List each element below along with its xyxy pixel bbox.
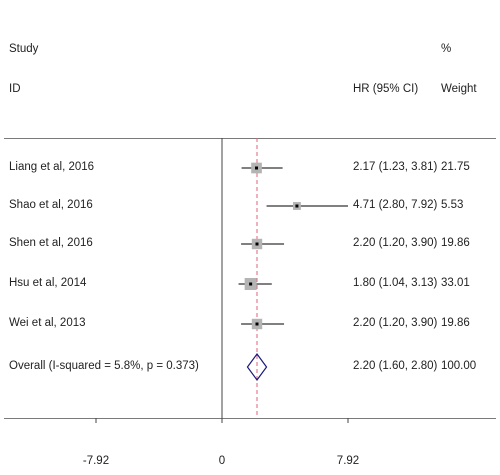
hr-ci-value: 2.17 (1.23, 3.81) bbox=[353, 161, 438, 173]
hr-ci-value: 1.80 (1.04, 3.13) bbox=[353, 277, 438, 289]
study-column-header: Study bbox=[9, 43, 39, 55]
weight-column-header: Weight bbox=[441, 83, 477, 95]
percent-column-header: % bbox=[441, 43, 452, 55]
header-divider bbox=[4, 138, 496, 139]
hr-ci-value: 2.20 (1.20, 3.90) bbox=[353, 317, 438, 329]
point-estimate bbox=[249, 282, 253, 286]
hr-ci-value: 4.71 (2.80, 7.92) bbox=[353, 199, 438, 211]
overall-diamond bbox=[246, 352, 268, 382]
overall-hr-ci-value: 2.20 (1.60, 2.80) bbox=[353, 360, 438, 372]
weight-value: 21.75 bbox=[441, 161, 470, 173]
point-estimate bbox=[255, 242, 259, 246]
point-estimate bbox=[255, 322, 259, 326]
weight-value: 33.01 bbox=[441, 277, 470, 289]
overall-label: Overall (I-squared = 5.8%, p = 0.373) bbox=[9, 360, 199, 372]
study-label: Shao et al, 2016 bbox=[9, 199, 93, 211]
study-label: Wei et al, 2013 bbox=[9, 317, 86, 329]
weight-value: 19.86 bbox=[441, 237, 470, 249]
point-estimate bbox=[255, 166, 259, 170]
hr-ci-value: 2.20 (1.20, 3.90) bbox=[353, 237, 438, 249]
x-tick-label: 0 bbox=[218, 455, 226, 467]
x-tick-label: -7.92 bbox=[82, 455, 110, 467]
weight-value: 5.53 bbox=[441, 199, 464, 211]
axis-divider bbox=[4, 418, 496, 419]
id-column-header: ID bbox=[9, 83, 21, 95]
x-tick-label: 7.92 bbox=[336, 455, 360, 467]
point-estimate bbox=[295, 204, 299, 208]
weight-value: 19.86 bbox=[441, 317, 470, 329]
study-label: Liang et al, 2016 bbox=[9, 161, 95, 173]
overall-weight-value: 100.00 bbox=[441, 360, 477, 372]
study-label: Hsu et al, 2014 bbox=[9, 277, 87, 289]
hr-column-header: HR (95% CI) bbox=[353, 83, 419, 95]
study-label: Shen et al, 2016 bbox=[9, 237, 93, 249]
